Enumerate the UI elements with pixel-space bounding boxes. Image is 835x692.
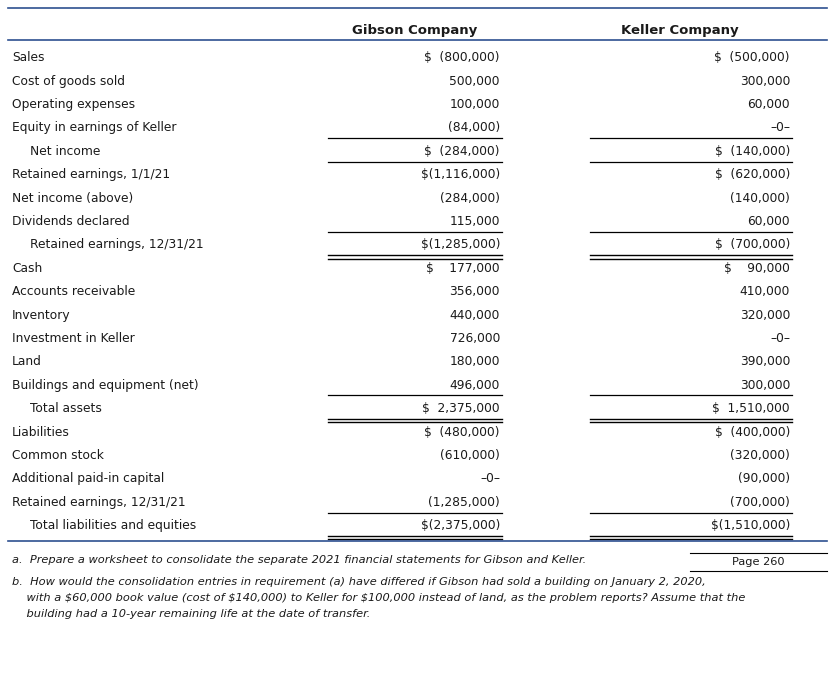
Text: Accounts receivable: Accounts receivable [12, 285, 135, 298]
Text: building had a 10-year remaining life at the date of transfer.: building had a 10-year remaining life at… [12, 610, 371, 619]
Text: $  (140,000): $ (140,000) [715, 145, 790, 158]
Text: 180,000: 180,000 [449, 356, 500, 368]
Text: Operating expenses: Operating expenses [12, 98, 135, 111]
Text: Dividends declared: Dividends declared [12, 215, 129, 228]
Text: (140,000): (140,000) [730, 192, 790, 205]
Text: 115,000: 115,000 [449, 215, 500, 228]
Text: $  (700,000): $ (700,000) [715, 239, 790, 251]
Text: 726,000: 726,000 [449, 332, 500, 345]
Text: $(2,375,000): $(2,375,000) [421, 519, 500, 532]
Text: with a $60,000 book value (cost of $140,000) to Keller for $100,000 instead of l: with a $60,000 book value (cost of $140,… [12, 594, 746, 603]
Text: (1,285,000): (1,285,000) [428, 495, 500, 509]
Text: (610,000): (610,000) [440, 449, 500, 462]
Text: Total assets: Total assets [30, 402, 102, 415]
Text: Cash: Cash [12, 262, 43, 275]
Text: $    177,000: $ 177,000 [427, 262, 500, 275]
Text: (700,000): (700,000) [730, 495, 790, 509]
Text: $  2,375,000: $ 2,375,000 [423, 402, 500, 415]
Text: Investment in Keller: Investment in Keller [12, 332, 134, 345]
Text: $  (800,000): $ (800,000) [424, 51, 500, 64]
Text: Retained earnings, 12/31/21: Retained earnings, 12/31/21 [30, 239, 204, 251]
Text: Keller Company: Keller Company [621, 24, 739, 37]
Text: Cost of goods sold: Cost of goods sold [12, 75, 125, 88]
Text: –0–: –0– [480, 473, 500, 485]
Text: Sales: Sales [12, 51, 44, 64]
Text: 60,000: 60,000 [747, 215, 790, 228]
Text: 496,000: 496,000 [449, 379, 500, 392]
Text: $(1,510,000): $(1,510,000) [711, 519, 790, 532]
Text: $    90,000: $ 90,000 [724, 262, 790, 275]
Text: $  (620,000): $ (620,000) [715, 168, 790, 181]
Text: 300,000: 300,000 [740, 379, 790, 392]
Text: Retained earnings, 12/31/21: Retained earnings, 12/31/21 [12, 495, 185, 509]
Text: $(1,116,000): $(1,116,000) [421, 168, 500, 181]
Text: Additional paid-in capital: Additional paid-in capital [12, 473, 164, 485]
Text: Inventory: Inventory [12, 309, 71, 322]
Text: –0–: –0– [770, 332, 790, 345]
Text: Buildings and equipment (net): Buildings and equipment (net) [12, 379, 199, 392]
Text: 390,000: 390,000 [740, 356, 790, 368]
Text: –0–: –0– [770, 121, 790, 134]
Text: 100,000: 100,000 [449, 98, 500, 111]
Text: 500,000: 500,000 [449, 75, 500, 88]
Text: $(1,285,000): $(1,285,000) [421, 239, 500, 251]
Text: b.  How would the consolidation entries in requirement (a) have differed if Gibs: b. How would the consolidation entries i… [12, 577, 706, 588]
Text: $  (400,000): $ (400,000) [715, 426, 790, 439]
Text: Net income: Net income [30, 145, 100, 158]
Text: (84,000): (84,000) [448, 121, 500, 134]
Text: $  (500,000): $ (500,000) [715, 51, 790, 64]
Text: 300,000: 300,000 [740, 75, 790, 88]
Text: Common stock: Common stock [12, 449, 104, 462]
Text: Net income (above): Net income (above) [12, 192, 134, 205]
Text: 320,000: 320,000 [740, 309, 790, 322]
Text: 440,000: 440,000 [449, 309, 500, 322]
Text: 356,000: 356,000 [449, 285, 500, 298]
Text: Gibson Company: Gibson Company [352, 24, 478, 37]
Text: Retained earnings, 1/1/21: Retained earnings, 1/1/21 [12, 168, 170, 181]
Text: $  (480,000): $ (480,000) [424, 426, 500, 439]
Text: Land: Land [12, 356, 42, 368]
Text: $  1,510,000: $ 1,510,000 [712, 402, 790, 415]
Text: 60,000: 60,000 [747, 98, 790, 111]
Text: Total liabilities and equities: Total liabilities and equities [30, 519, 196, 532]
Text: Page 260: Page 260 [731, 557, 784, 567]
Text: (320,000): (320,000) [730, 449, 790, 462]
Text: $  (284,000): $ (284,000) [424, 145, 500, 158]
Text: (90,000): (90,000) [738, 473, 790, 485]
Text: 410,000: 410,000 [740, 285, 790, 298]
Text: a.  Prepare a worksheet to consolidate the separate 2021 financial statements fo: a. Prepare a worksheet to consolidate th… [12, 556, 586, 565]
Text: (284,000): (284,000) [440, 192, 500, 205]
Text: Equity in earnings of Keller: Equity in earnings of Keller [12, 121, 176, 134]
Text: Liabilities: Liabilities [12, 426, 70, 439]
